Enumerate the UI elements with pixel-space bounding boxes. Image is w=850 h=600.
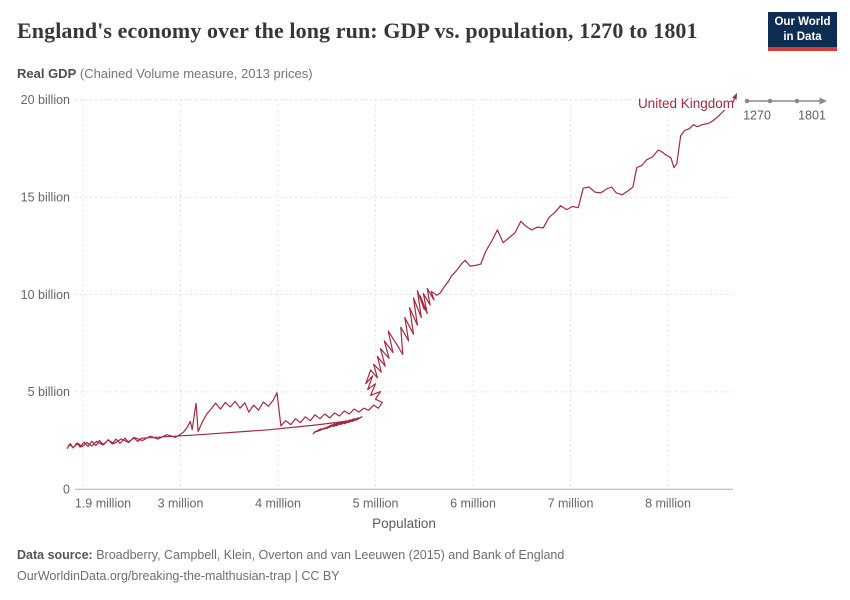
timeline-end-handle[interactable] [794,98,800,104]
svg-text:8 million: 8 million [645,497,691,511]
uk-line-label[interactable]: United Kingdom [636,94,736,113]
x-axis-tick-labels: 1.9 million 3 million 4 million 5 million 6 … [75,497,691,511]
svg-text:7 million: 7 million [548,497,594,511]
x-axis-title: Population [372,516,436,531]
svg-text:3 million: 3 million [158,497,204,511]
y-axis-tick-labels: 0 5 billion 10 billion 15 billion 20 billion [21,93,70,496]
timeline-start-handle[interactable] [744,98,750,104]
chart-subtitle: Real GDP (Chained Volume measure, 2013 p… [17,66,313,81]
svg-text:0: 0 [63,483,70,497]
timeline-mid-dot[interactable] [767,98,773,104]
svg-text:10 billion: 10 billion [21,288,70,302]
svg-text:5 billion: 5 billion [28,385,70,399]
footer-link-line[interactable]: OurWorldinData.org/breaking-the-malthusi… [17,568,340,583]
timeline-end-year[interactable]: 1801 [798,109,826,123]
owid-logo-line1: Our World [774,16,831,29]
y-gridlines [75,99,733,490]
timeline-control[interactable]: 1270 1801 [743,97,827,123]
footer-source-text: Broadberry, Campbell, Klein, Overton and… [92,548,565,562]
timeline-start-year[interactable]: 1270 [743,109,771,123]
subtitle-note: (Chained Volume measure, 2013 prices) [76,66,313,81]
svg-text:20 billion: 20 billion [21,93,70,107]
timeline-arrow-icon [819,97,827,105]
chart-canvas[interactable]: 0 5 billion 10 billion 15 billion 20 billion… [0,85,850,545]
footer-source-label: Data source: [17,548,93,562]
uk-gdp-line[interactable] [66,102,734,449]
owid-logo-line2: in Data [783,30,822,43]
svg-text:5 million: 5 million [353,497,399,511]
page-title: England's economy over the long run: GDP… [17,18,698,43]
svg-text:15 billion: 15 billion [21,191,70,205]
subtitle-metric: Real GDP [17,66,77,81]
line-end-arrow-icon [731,92,737,104]
svg-text:4 million: 4 million [255,497,301,511]
svg-text:6 million: 6 million [450,497,496,511]
owid-logo[interactable]: Our World in Data [768,12,837,51]
chart-footer: Data source: Broadberry, Campbell, Klein… [17,545,564,586]
svg-text:1.9 million: 1.9 million [75,497,131,511]
footer-source-line: Data source: Broadberry, Campbell, Klein… [17,545,564,566]
